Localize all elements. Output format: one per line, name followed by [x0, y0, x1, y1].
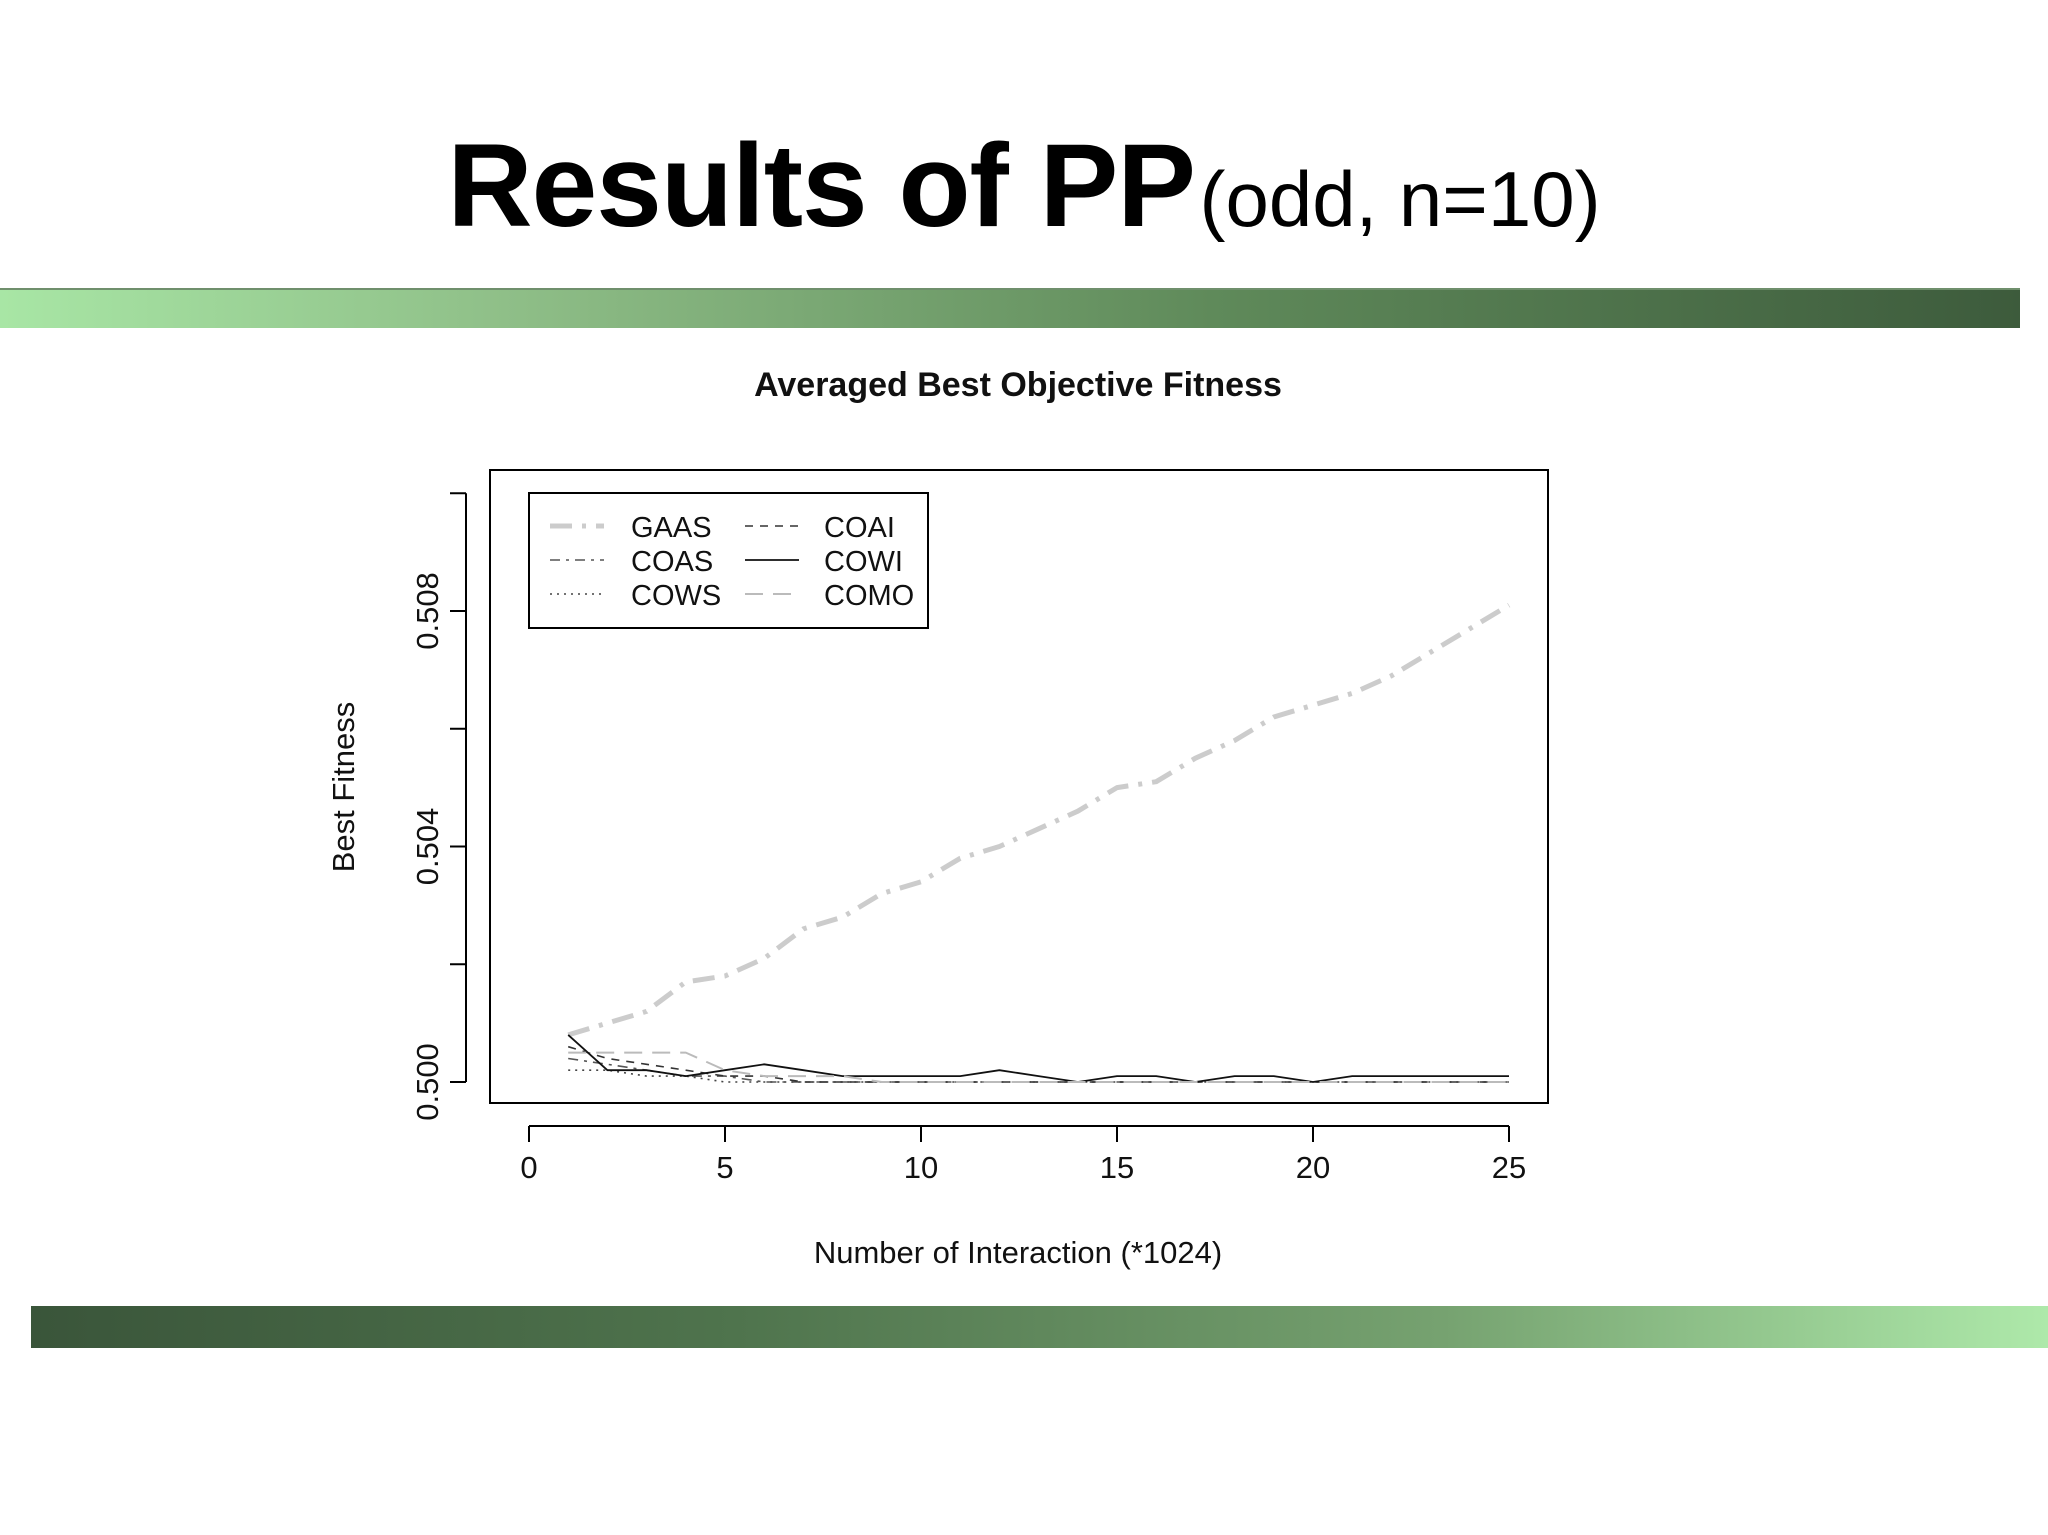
y-tick-label: 0.500: [410, 1043, 445, 1121]
x-tick-label: 20: [1296, 1150, 1330, 1185]
series-line-gaas: [567, 602, 1511, 1038]
x-tick-label: 25: [1492, 1150, 1526, 1185]
legend-label-gaas: GAAS: [631, 512, 712, 544]
legend-label-cowi: COWI: [824, 546, 903, 578]
slide-title: Results of PP (odd, n=10): [0, 118, 2048, 254]
legend-label-como: COMO: [824, 580, 914, 612]
series-line-coas: [568, 1057, 1509, 1083]
y-tick-label: 0.504: [410, 808, 445, 886]
x-tick-label: 5: [716, 1150, 733, 1185]
x-axis-label: Number of Interaction (*1024): [814, 1235, 1222, 1270]
series-layer: [567, 602, 1511, 1083]
x-tick-label: 10: [904, 1150, 938, 1185]
slide-title-subtitle: (odd, n=10): [1199, 155, 1601, 243]
slide-title-main: Results of PP: [447, 120, 1196, 252]
series-line-cowi: [567, 1034, 1509, 1083]
y-axis-label: Best Fitness: [326, 702, 361, 873]
x-tick-label: 0: [520, 1150, 537, 1185]
axes: 0 5 10 15 20 25 0.500 0.504 0.508: [410, 492, 1526, 1185]
chart-title: Averaged Best Objective Fitness: [754, 366, 1282, 404]
legend-label-cows: COWS: [631, 580, 721, 612]
legend-label-coai: COAI: [824, 512, 895, 544]
legend-label-coas: COAS: [631, 546, 713, 578]
top-divider-bar: [0, 288, 2020, 328]
x-tick-label: 15: [1100, 1150, 1134, 1185]
series-line-como: [568, 1051, 1509, 1083]
y-tick-label: 0.508: [410, 572, 445, 650]
plot-frame: [489, 469, 1549, 1104]
bottom-divider-bar: [31, 1306, 2048, 1348]
legend-box: [528, 492, 929, 629]
